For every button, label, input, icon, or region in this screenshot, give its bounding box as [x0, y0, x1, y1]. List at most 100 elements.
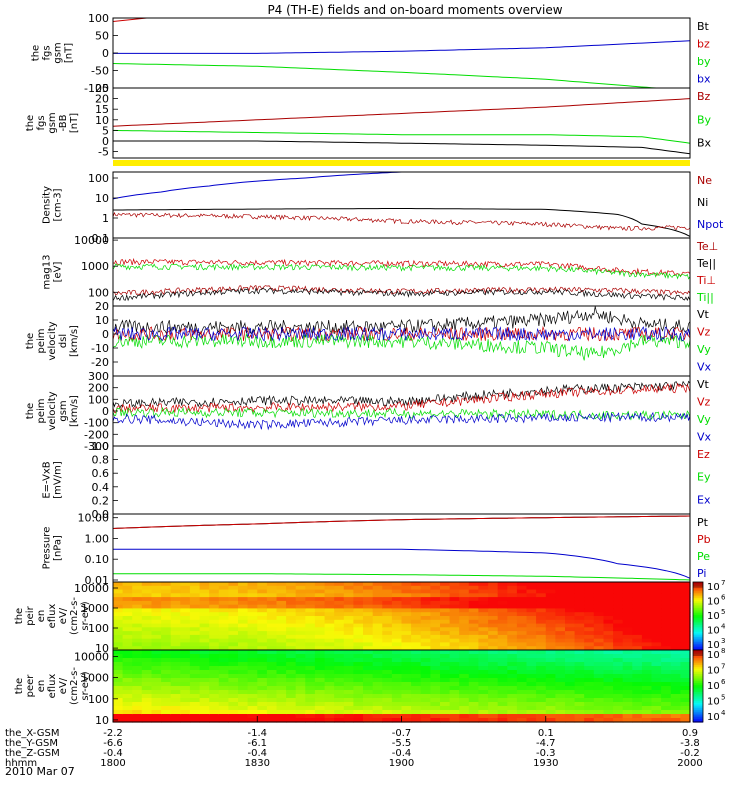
spectrogram-cell	[411, 694, 422, 699]
spectrogram-cell	[420, 597, 431, 602]
spectrogram-cell	[420, 718, 431, 723]
spectrogram-cell	[238, 698, 249, 703]
spectrogram-cell	[161, 702, 172, 707]
spectrogram-cell	[488, 631, 499, 636]
spectrogram-cell	[468, 638, 479, 644]
spectrogram-cell	[218, 690, 229, 695]
spectrogram-cell	[199, 582, 210, 587]
spectrogram-cell	[603, 638, 614, 644]
spectrogram-cell	[391, 597, 403, 602]
spectrogram-cell	[545, 702, 556, 707]
spectrogram-cell	[363, 650, 374, 655]
spectrogram-cell	[343, 650, 354, 655]
spectrogram-cell	[651, 662, 662, 667]
spectrogram-cell	[420, 662, 431, 667]
y-tick-label: 0	[102, 328, 109, 341]
spectrogram-cell	[574, 718, 585, 723]
spectrogram-cell	[603, 706, 614, 711]
spectrogram-cell	[488, 686, 499, 691]
spectrogram-cell	[622, 634, 633, 640]
spectrogram-cell	[334, 686, 345, 691]
spectrogram-cell	[391, 678, 403, 683]
spectrogram-cell	[238, 714, 249, 719]
spectrogram-cell	[199, 654, 210, 659]
spectrogram-cell	[286, 710, 297, 715]
spectrogram-cell	[324, 666, 335, 671]
spectrogram-cell	[276, 670, 287, 675]
colorbar-segment	[693, 709, 703, 712]
spectrogram-cell	[411, 682, 422, 687]
spectrogram-cell	[372, 706, 383, 711]
spectrogram-cell	[613, 600, 624, 606]
spectrogram-cell	[430, 658, 441, 663]
spectrogram-cell	[497, 670, 508, 675]
spectrogram-cell	[247, 658, 258, 663]
spectrogram-cell	[459, 674, 470, 679]
spectrogram-cell	[189, 642, 201, 647]
spectrogram-cell	[295, 682, 306, 687]
spectrogram-cell	[247, 662, 258, 667]
spectrogram-cell	[584, 612, 595, 617]
spectrogram-cell	[613, 662, 624, 667]
spectrogram-cell	[209, 631, 220, 636]
spectrogram-cell	[565, 589, 576, 594]
spectrogram-cell	[266, 682, 278, 687]
spectrogram-cell	[161, 585, 172, 591]
spectrogram-cell	[151, 612, 162, 617]
spectrogram-cell	[449, 674, 460, 679]
spectrogram-cell	[440, 674, 451, 679]
spectrogram-cell	[632, 662, 643, 667]
spectrogram-cell	[276, 686, 287, 691]
spectrogram-cell	[651, 631, 662, 636]
spectrogram-cell	[218, 714, 229, 719]
spectrogram-cell	[449, 612, 460, 617]
spectrogram-cell	[565, 597, 576, 602]
spectrogram-cell	[228, 686, 239, 691]
spectrogram-cell	[632, 627, 643, 632]
spectrogram-cell	[622, 589, 633, 594]
spectrogram-cell	[372, 654, 383, 659]
spectrogram-cell	[199, 612, 210, 617]
spectrogram-cell	[334, 658, 345, 663]
spectrogram-cell	[122, 690, 133, 695]
spectrogram-cell	[228, 706, 239, 711]
y-axis-label: fgs	[36, 115, 47, 130]
spectrogram-cell	[488, 670, 499, 675]
spectrogram-cell	[334, 604, 345, 610]
spectrogram-cell	[593, 582, 604, 587]
spectrogram-cell	[507, 642, 518, 647]
x-tick-label: -5.5	[392, 738, 412, 749]
spectrogram-cell	[228, 710, 239, 715]
spectrogram-cell	[670, 702, 681, 707]
spectrogram-cell	[266, 604, 278, 610]
spectrogram-cell	[180, 585, 191, 591]
y-axis-label: (cm2-s-	[69, 597, 80, 635]
spectrogram-cell	[276, 662, 287, 667]
spectrogram-cell	[420, 593, 431, 598]
spectrogram-cell	[574, 698, 585, 703]
spectrogram-cell	[516, 642, 528, 647]
spectrogram-cell	[536, 631, 547, 636]
spectrogram-cell	[113, 706, 124, 711]
spectrogram-cell	[257, 658, 268, 663]
spectrogram-cell	[257, 638, 268, 644]
spectrogram-cell	[593, 718, 604, 723]
spectrogram-cell	[449, 597, 460, 602]
spectrogram-cell	[497, 682, 508, 687]
y-axis-label: [km/s]	[69, 395, 80, 427]
spectrogram-cell	[449, 658, 460, 663]
spectrogram-cell	[266, 666, 278, 671]
spectrogram-cell	[651, 650, 662, 655]
spectrogram-cell	[314, 690, 326, 695]
spectrogram-cell	[584, 654, 595, 659]
spectrogram-cell	[401, 589, 412, 594]
spectrogram-cell	[372, 718, 383, 723]
colorbar-segment	[693, 675, 703, 678]
spectrogram-cell	[391, 686, 403, 691]
spectrogram-cell	[276, 654, 287, 659]
spectrogram-cell	[132, 654, 143, 659]
spectrogram-cell	[478, 593, 489, 598]
spectrogram-cell	[343, 690, 354, 695]
spectrogram-cell	[257, 662, 268, 667]
spectrogram-cell	[276, 638, 287, 644]
